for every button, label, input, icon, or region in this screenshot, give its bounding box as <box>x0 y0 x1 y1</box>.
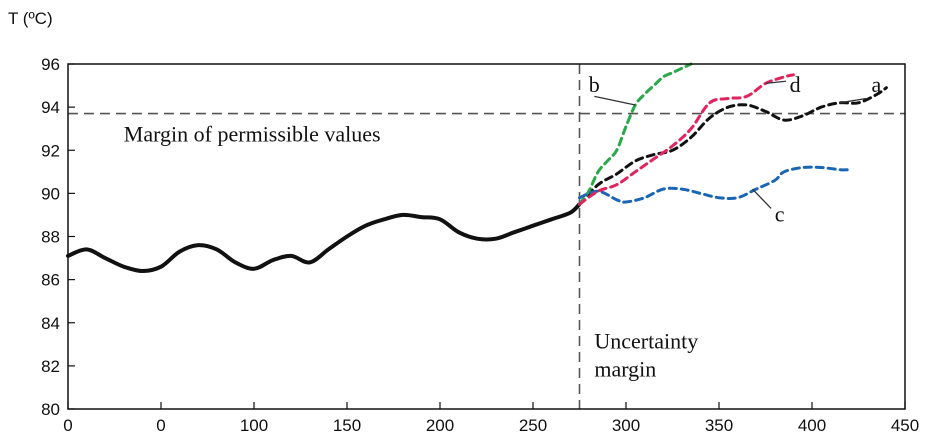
y-tick-label: 94 <box>41 98 60 117</box>
x-tick-label: 150 <box>333 416 361 435</box>
x-tick-label: 0 <box>63 416 72 435</box>
y-tick-label: 90 <box>41 184 60 203</box>
x-tick-label: 350 <box>705 416 733 435</box>
x-tick-label: 200 <box>426 416 454 435</box>
annotation-label: d <box>790 72 801 97</box>
leader-line-a <box>839 97 867 104</box>
x-tick-label: 300 <box>612 416 640 435</box>
leader-line-d <box>765 80 787 85</box>
annotation-label: Uncertainty <box>594 329 698 354</box>
x-tick-label: 400 <box>798 416 826 435</box>
measured-temperature-line <box>66 202 582 273</box>
y-axis-label: T (ºC) <box>8 9 53 28</box>
y-tick-label: 82 <box>41 357 60 376</box>
x-tick-label: 250 <box>519 416 547 435</box>
y-tick-label: 96 <box>41 55 60 74</box>
y-tick-label: 88 <box>41 228 60 247</box>
plot-layer <box>66 62 905 409</box>
series-a-line <box>578 86 888 206</box>
x-tick-label: 0 <box>156 416 165 435</box>
series-b-line <box>578 62 693 206</box>
annotation-label: c <box>775 201 785 226</box>
annotation-label: b <box>589 72 600 97</box>
annotation-label: Margin of permissible values <box>124 122 381 147</box>
annotation-label: margin <box>594 357 656 382</box>
y-tick-label: 84 <box>41 314 60 333</box>
leader-line-b <box>594 95 636 106</box>
y-tick-label: 80 <box>41 400 60 419</box>
annotation-label: a <box>872 72 882 97</box>
x-tick-label: 450 <box>891 416 919 435</box>
x-tick-label: 100 <box>240 416 268 435</box>
leader-line-c <box>752 188 772 209</box>
plot-frame <box>67 63 906 410</box>
y-tick-label: 86 <box>41 271 60 290</box>
series-d-line <box>578 73 795 206</box>
annotation-layer: Margin of permissible values Uncertainty m… <box>124 72 882 382</box>
series-c-line <box>578 165 851 204</box>
tick-layer: 80 82 84 86 88 90 92 94 96 0 0 100 150 200 250 300 350 40… <box>41 55 919 435</box>
y-tick-label: 92 <box>41 141 60 160</box>
